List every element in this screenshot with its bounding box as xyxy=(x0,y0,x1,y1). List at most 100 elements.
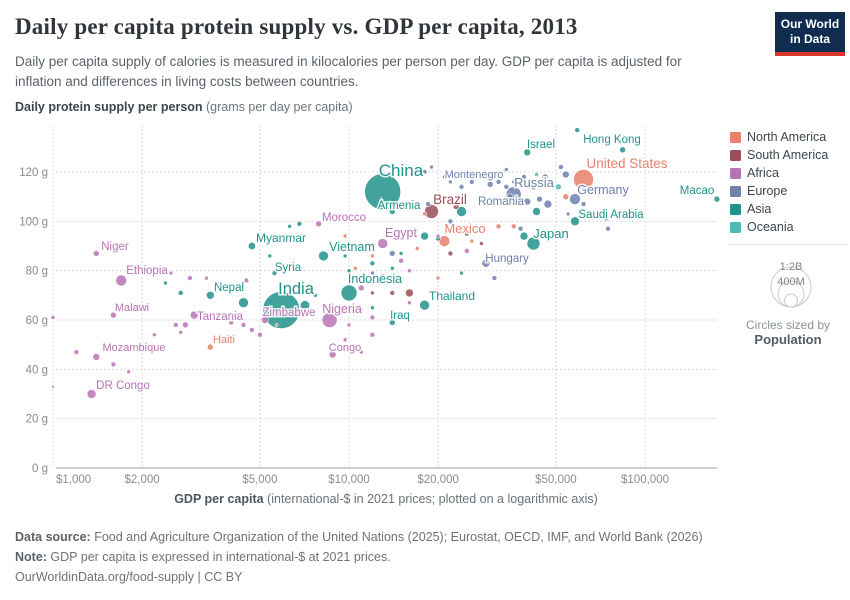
data-point[interactable] xyxy=(521,174,527,180)
data-point[interactable] xyxy=(389,290,396,296)
data-point[interactable] xyxy=(370,305,375,311)
data-point[interactable] xyxy=(369,314,376,321)
data-point[interactable] xyxy=(452,203,460,210)
data-point[interactable] xyxy=(388,250,396,257)
data-point[interactable] xyxy=(398,257,404,264)
data-point[interactable] xyxy=(565,211,571,217)
data-point[interactable] xyxy=(435,201,441,207)
data-point[interactable] xyxy=(240,322,247,328)
data-point[interactable] xyxy=(346,322,352,328)
data-point[interactable] xyxy=(274,323,279,327)
data-point-congo[interactable] xyxy=(328,350,337,359)
data-point[interactable] xyxy=(574,127,581,133)
data-point[interactable] xyxy=(605,225,611,232)
data-point-dr-congo[interactable] xyxy=(86,389,97,399)
data-point[interactable] xyxy=(352,265,358,271)
data-point[interactable] xyxy=(358,307,364,313)
data-point-tanzania[interactable] xyxy=(189,310,199,320)
data-point[interactable] xyxy=(442,174,447,180)
data-point[interactable] xyxy=(511,179,517,185)
data-point-romania[interactable] xyxy=(523,197,532,206)
data-point[interactable] xyxy=(342,253,348,259)
data-point[interactable] xyxy=(152,332,157,338)
data-point[interactable] xyxy=(458,184,465,190)
data-point[interactable] xyxy=(370,243,375,249)
data-point[interactable] xyxy=(182,321,189,329)
data-point-malawi[interactable] xyxy=(110,311,117,319)
data-point[interactable] xyxy=(228,319,234,326)
data-point[interactable] xyxy=(414,246,420,251)
data-point[interactable] xyxy=(369,331,376,338)
data-point[interactable] xyxy=(243,277,250,284)
data-point[interactable] xyxy=(555,183,562,191)
data-point[interactable] xyxy=(380,273,386,278)
data-point-nepal[interactable] xyxy=(206,290,215,300)
data-point-niger[interactable] xyxy=(93,250,100,257)
data-point-germany[interactable] xyxy=(569,193,581,205)
data-point[interactable] xyxy=(267,253,273,259)
data-point[interactable] xyxy=(510,223,517,230)
data-point[interactable] xyxy=(491,275,498,281)
data-point[interactable] xyxy=(187,275,193,281)
data-point[interactable] xyxy=(421,169,428,175)
legend-item-africa[interactable]: Africa xyxy=(730,164,848,182)
data-point-japan[interactable] xyxy=(526,236,541,251)
data-point-myanmar[interactable] xyxy=(247,242,256,251)
data-point-zimbabwe[interactable] xyxy=(261,316,269,324)
data-point[interactable] xyxy=(287,224,292,229)
data-point-china[interactable] xyxy=(364,173,402,210)
data-point-armenia[interactable] xyxy=(388,208,396,215)
data-point[interactable] xyxy=(429,164,434,170)
data-point[interactable] xyxy=(561,170,570,179)
data-point[interactable] xyxy=(357,284,365,292)
data-point[interactable] xyxy=(126,369,131,375)
data-point[interactable] xyxy=(168,270,174,276)
data-point[interactable] xyxy=(204,275,209,281)
data-point[interactable] xyxy=(562,193,570,200)
data-point-syria[interactable] xyxy=(271,270,278,276)
data-point[interactable] xyxy=(358,349,364,355)
data-point[interactable] xyxy=(558,164,564,170)
data-point-vietnam[interactable] xyxy=(318,250,329,262)
data-point[interactable] xyxy=(435,275,441,281)
data-point[interactable] xyxy=(447,218,454,225)
data-point[interactable] xyxy=(603,216,609,222)
data-point[interactable] xyxy=(407,268,412,274)
data-point[interactable] xyxy=(530,183,537,191)
data-point[interactable] xyxy=(406,228,413,234)
data-point-egypt[interactable] xyxy=(377,238,389,249)
data-point[interactable] xyxy=(580,201,587,207)
data-point[interactable] xyxy=(543,199,553,209)
data-point[interactable] xyxy=(370,253,375,259)
legend-item-asia[interactable]: Asia xyxy=(730,200,848,218)
data-point[interactable] xyxy=(369,260,376,267)
data-point-hong-kong[interactable] xyxy=(619,146,626,154)
data-point-morocco[interactable] xyxy=(315,220,323,228)
data-point[interactable] xyxy=(249,327,255,333)
data-point[interactable] xyxy=(313,292,318,298)
data-point[interactable] xyxy=(346,268,352,274)
data-point[interactable] xyxy=(337,305,343,311)
data-point[interactable] xyxy=(257,331,263,338)
data-point[interactable] xyxy=(389,265,395,271)
data-point-iraq[interactable] xyxy=(388,319,396,326)
data-point[interactable] xyxy=(51,384,55,389)
data-point[interactable] xyxy=(469,238,475,244)
data-point-montenegro[interactable] xyxy=(495,179,502,185)
data-point[interactable] xyxy=(163,280,168,286)
data-point[interactable] xyxy=(463,230,470,237)
data-point[interactable] xyxy=(486,181,494,188)
data-point[interactable] xyxy=(422,211,427,217)
data-point[interactable] xyxy=(536,195,543,203)
data-point[interactable] xyxy=(456,206,467,217)
data-point-hungary[interactable] xyxy=(481,258,491,268)
data-point[interactable] xyxy=(370,290,375,296)
data-point[interactable] xyxy=(541,173,549,181)
data-point[interactable] xyxy=(50,315,56,320)
data-point[interactable] xyxy=(398,251,404,256)
legend-item-oceania[interactable]: Oceania xyxy=(730,218,848,236)
data-point-indonesia[interactable] xyxy=(340,284,358,302)
data-point-macao[interactable] xyxy=(713,195,721,203)
data-point[interactable] xyxy=(238,297,249,309)
data-point[interactable] xyxy=(495,223,502,230)
